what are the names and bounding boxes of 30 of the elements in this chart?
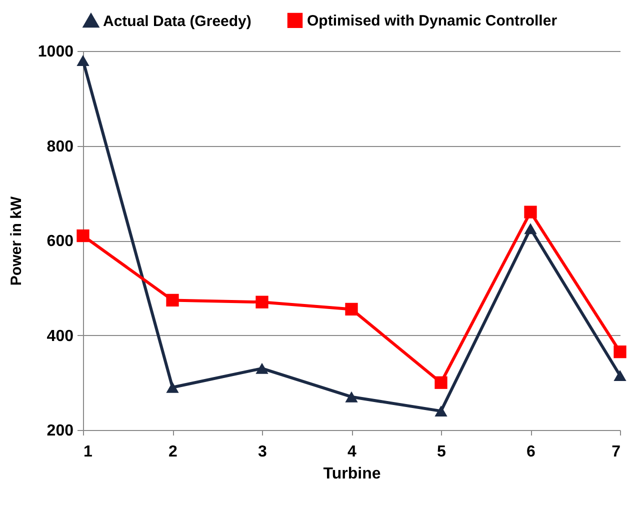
x-tick-label: 3 — [258, 444, 268, 460]
y-tick-label: 600 — [46, 233, 74, 250]
point — [614, 370, 626, 381]
x-axis-title: Turbine — [323, 466, 381, 482]
y-tick-label: 1000 — [38, 44, 74, 60]
x-tick-label: 1 — [84, 444, 92, 460]
point — [76, 229, 90, 242]
point — [345, 391, 358, 402]
y-tick-label: 200 — [46, 422, 74, 440]
point — [434, 406, 448, 417]
legend-label: Actual Data (Greedy) — [103, 12, 252, 30]
point — [524, 223, 537, 234]
x-tick-label: 2 — [168, 444, 178, 460]
point — [166, 382, 179, 393]
y-tick-label: 800 — [46, 138, 74, 156]
point — [434, 376, 448, 389]
y-axis-title: Power in kW — [8, 196, 25, 286]
x-tick-label: 4 — [348, 444, 357, 460]
point — [345, 302, 358, 316]
x-tick-label: 5 — [437, 444, 446, 460]
point — [256, 362, 268, 374]
point — [166, 294, 179, 307]
point — [614, 346, 626, 358]
x-tick-label: 7 — [612, 444, 621, 460]
x-tick-label: 6 — [526, 444, 536, 460]
point — [76, 55, 90, 66]
point — [524, 206, 537, 218]
point — [256, 296, 268, 308]
legend-label: Optimised with Dynamic Controller — [307, 12, 558, 30]
y-tick-label: 400 — [46, 328, 74, 345]
